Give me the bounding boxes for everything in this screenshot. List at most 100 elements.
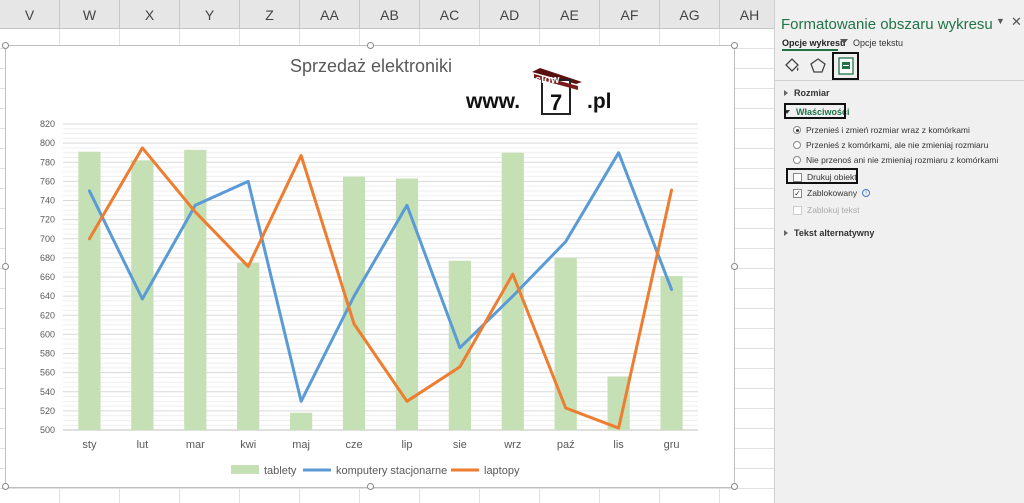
series-line-laptopy — [87, 146, 674, 430]
bar-tablety-1 — [131, 160, 154, 430]
y-tick-label: 800 — [40, 138, 55, 148]
column-header-ac[interactable]: AC — [420, 0, 480, 29]
legend-label-1: komputery stacjonarne — [336, 465, 447, 477]
y-tick-label: 740 — [40, 196, 55, 206]
y-tick-label: 700 — [40, 234, 55, 244]
y-tick-label: 500 — [40, 425, 55, 435]
section-alt-text-label: Tekst alternatywny — [794, 228, 875, 238]
radio-button[interactable] — [793, 141, 801, 149]
active-tab-indicator — [782, 49, 838, 51]
resize-handle-left[interactable] — [2, 263, 9, 270]
format-chart-area-pane: Formatowanie obszaru wykresu ▼ ✕ Opcje w… — [774, 0, 1024, 503]
info-icon[interactable]: i — [862, 189, 871, 197]
column-header-ab[interactable]: AB — [360, 0, 420, 29]
y-tick-label: 780 — [40, 157, 55, 167]
radio-move-and-size[interactable]: Przenieś i zmień rozmiar wraz z komórkam… — [793, 125, 970, 135]
active-icon-highlight — [832, 52, 859, 80]
x-tick-label: paź — [557, 439, 575, 451]
bar-tablety-11 — [660, 276, 683, 430]
y-tick-label: 540 — [40, 387, 55, 397]
section-size[interactable]: Rozmiar — [784, 88, 830, 98]
radio-button-selected[interactable] — [793, 126, 801, 134]
section-properties-label: Właściwości — [796, 107, 850, 117]
x-tick-label: maj — [292, 439, 310, 451]
column-header-af[interactable]: AF — [600, 0, 660, 29]
highlight-box-properties — [784, 103, 846, 119]
radio-move-no-size-label: Przenieś z komórkami, ale nie zmieniaj r… — [806, 140, 989, 150]
bar-tablety-9 — [554, 257, 577, 430]
y-tick-label: 600 — [40, 329, 55, 339]
checkbox[interactable] — [793, 172, 802, 182]
y-tick-label: 680 — [40, 253, 55, 263]
column-header-v[interactable]: V — [0, 0, 60, 29]
chevron-down-icon[interactable] — [840, 39, 848, 44]
checkbox-locked[interactable]: ✓ Zablokowany i — [793, 188, 871, 198]
close-icon[interactable]: ✕ — [1011, 14, 1022, 29]
column-header-x[interactable]: X — [120, 0, 180, 29]
bar-tablety-2 — [184, 149, 207, 430]
chart-title[interactable]: Sprzedaż elektroniki — [289, 56, 453, 76]
chart-object[interactable]: Sprzedaż elektroniki www. slow 7 .pl 500… — [2, 42, 738, 490]
section-size-label: Rozmiar — [794, 88, 830, 98]
radio-dont-move-or-size[interactable]: Nie przenoś ani nie zmieniaj rozmiaru z … — [793, 155, 998, 165]
bar-tablety-0 — [78, 151, 101, 430]
bar-tablety-4 — [290, 412, 313, 430]
resize-handle-top-left[interactable] — [2, 42, 9, 49]
x-tick-label: sty — [82, 439, 97, 451]
tab-text-options[interactable]: Opcje tekstu — [853, 38, 904, 48]
bar-tablety-5 — [342, 176, 366, 430]
resize-handle-right[interactable] — [731, 263, 738, 270]
pane-divider — [775, 80, 1024, 81]
legend-label-2: laptopy — [484, 465, 520, 477]
radio-move-and-size-label: Przenieś i zmień rozmiar wraz z komórkam… — [806, 125, 970, 135]
section-properties[interactable]: Właściwości — [784, 107, 850, 117]
x-tick-label: lip — [401, 439, 412, 451]
series-line-komputery-stacjonarne — [87, 151, 674, 403]
y-tick-label: 560 — [40, 368, 55, 378]
resize-handle-top[interactable] — [367, 42, 374, 49]
watermark-logo-number: 7 — [550, 90, 562, 115]
pane-title: Formatowanie obszaru wykresu — [781, 16, 993, 33]
column-header-ad[interactable]: AD — [480, 0, 540, 29]
x-tick-label: sie — [453, 439, 467, 451]
column-header-aa[interactable]: AA — [300, 0, 360, 29]
column-header-ae[interactable]: AE — [540, 0, 600, 29]
collapse-arrow-icon — [784, 110, 790, 114]
checkbox-lock-text-label: Zablokuj tekst — [807, 205, 860, 215]
checkbox-checked[interactable]: ✓ — [793, 188, 802, 198]
effects-pentagon-icon[interactable] — [807, 55, 829, 77]
y-tick-label: 660 — [40, 272, 55, 282]
section-alt-text[interactable]: Tekst alternatywny — [784, 228, 874, 238]
column-header-w[interactable]: W — [60, 0, 120, 29]
spreadsheet-area[interactable]: V W X Y Z AA AB AC AD AE AF AG AH Sprzedaż elektroni… — [0, 0, 774, 503]
y-tick-label: 580 — [40, 349, 55, 359]
highlight-box-print-object — [786, 168, 858, 184]
column-header-z[interactable]: Z — [240, 0, 300, 29]
y-tick-label: 640 — [40, 291, 55, 301]
watermark-www: www. — [466, 90, 521, 113]
tab-chart-options[interactable]: Opcje wykresu — [782, 38, 846, 48]
bar-tablety-8 — [501, 152, 524, 430]
x-tick-label: cze — [345, 439, 362, 451]
resize-handle-bottom-right[interactable] — [731, 483, 738, 490]
column-header-y[interactable]: Y — [180, 0, 240, 29]
bar-tablety-10 — [607, 376, 630, 430]
radio-button[interactable] — [793, 156, 801, 164]
legend-swatch-0 — [231, 465, 259, 474]
fill-line-icon[interactable] — [781, 55, 803, 77]
resize-handle-bottom[interactable] — [367, 483, 374, 490]
slow7-logo-icon: slow 7 — [532, 68, 582, 115]
bar-tablety-6 — [395, 178, 419, 430]
column-header-ah[interactable]: AH — [720, 0, 774, 29]
column-header-ag[interactable]: AG — [660, 0, 720, 29]
x-tick-label: lis — [613, 439, 624, 451]
pane-options-chevron-icon[interactable]: ▼ — [996, 16, 1005, 26]
y-tick-label: 520 — [40, 406, 55, 416]
radio-move-no-size[interactable]: Przenieś z komórkami, ale nie zmieniaj r… — [793, 140, 988, 150]
checkbox-print-object[interactable]: Drukuj obiekt — [793, 172, 857, 182]
grid-line-horizontal — [0, 488, 774, 489]
size-properties-icon[interactable] — [835, 55, 857, 77]
plot-area[interactable]: 500 520 540 560 580 600 620 640 660 680 700 720 740 7… — [6, 46, 736, 489]
resize-handle-top-right[interactable] — [731, 42, 738, 49]
resize-handle-bottom-left[interactable] — [2, 483, 9, 490]
